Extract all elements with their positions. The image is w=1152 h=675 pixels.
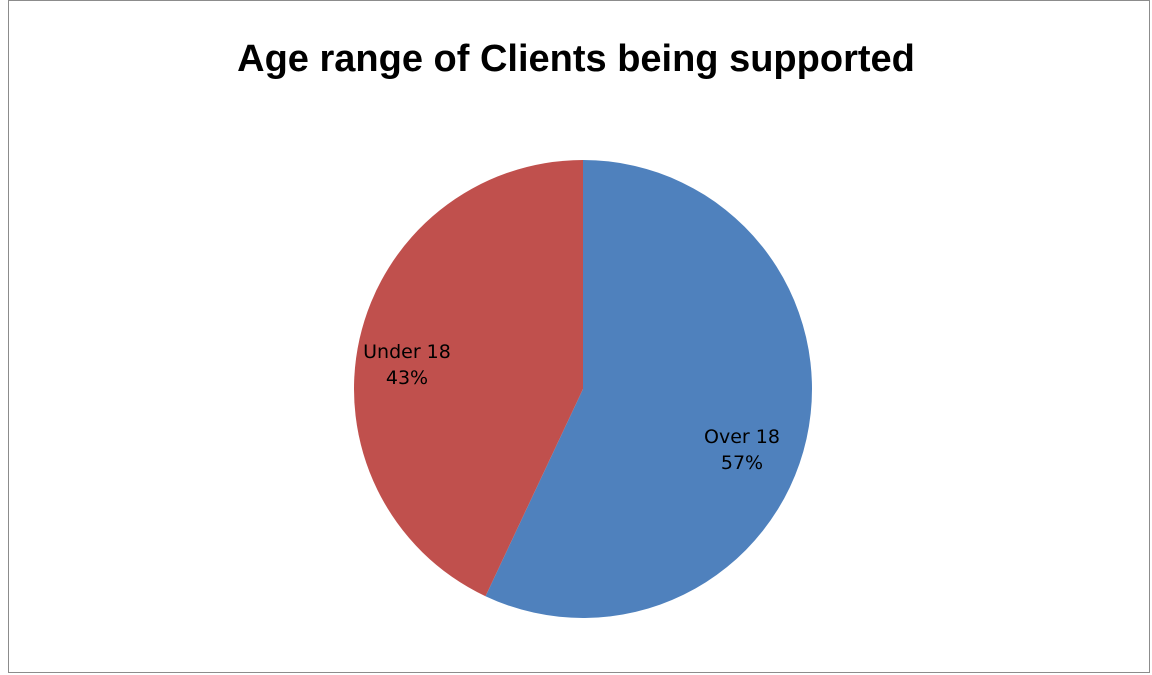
pie-slice-under-18 [353,160,583,597]
pie-labels: Over 18 57% Under 18 43% [363,341,780,474]
chart-title: Age range of Clients being supported [237,38,915,80]
slice-percent-label: 57% [721,452,763,474]
pie-slices [353,160,812,618]
slice-category-label: Under 18 [363,341,451,363]
slice-percent-label: 43% [386,367,428,389]
pie-slice-over-18 [485,160,812,618]
slice-category-label: Over 18 [704,426,780,448]
